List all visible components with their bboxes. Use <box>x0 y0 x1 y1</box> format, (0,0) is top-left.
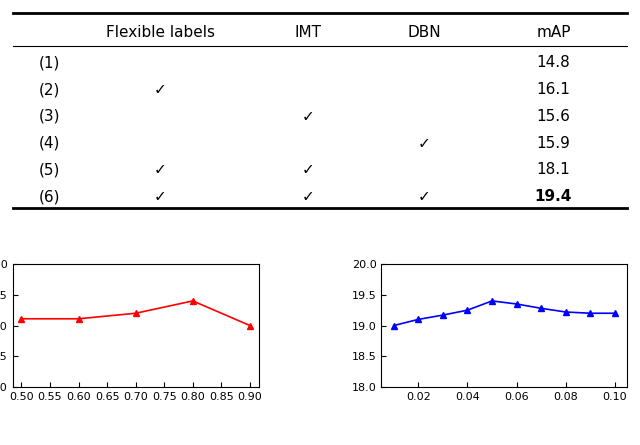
Text: 15.6: 15.6 <box>536 109 570 124</box>
Text: ✓: ✓ <box>301 189 314 204</box>
Text: DBN: DBN <box>408 25 441 40</box>
Text: ✓: ✓ <box>418 136 431 151</box>
Text: 19.4: 19.4 <box>535 189 572 204</box>
Text: (6): (6) <box>39 189 60 204</box>
Text: ✓: ✓ <box>154 189 166 204</box>
Text: ✓: ✓ <box>154 82 166 97</box>
Text: 18.1: 18.1 <box>536 162 570 178</box>
Text: mAP: mAP <box>536 25 571 40</box>
Text: (2): (2) <box>39 82 60 97</box>
Text: ✓: ✓ <box>301 162 314 178</box>
Text: ✓: ✓ <box>301 109 314 124</box>
Text: (1): (1) <box>39 56 60 70</box>
Text: 14.8: 14.8 <box>536 56 570 70</box>
Text: ✓: ✓ <box>418 189 431 204</box>
Text: (5): (5) <box>39 162 60 178</box>
Text: 15.9: 15.9 <box>536 136 570 151</box>
Text: (4): (4) <box>39 136 60 151</box>
Text: 16.1: 16.1 <box>536 82 570 97</box>
Text: Flexible labels: Flexible labels <box>106 25 215 40</box>
Text: IMT: IMT <box>294 25 321 40</box>
Text: (3): (3) <box>39 109 60 124</box>
Text: ✓: ✓ <box>154 162 166 178</box>
